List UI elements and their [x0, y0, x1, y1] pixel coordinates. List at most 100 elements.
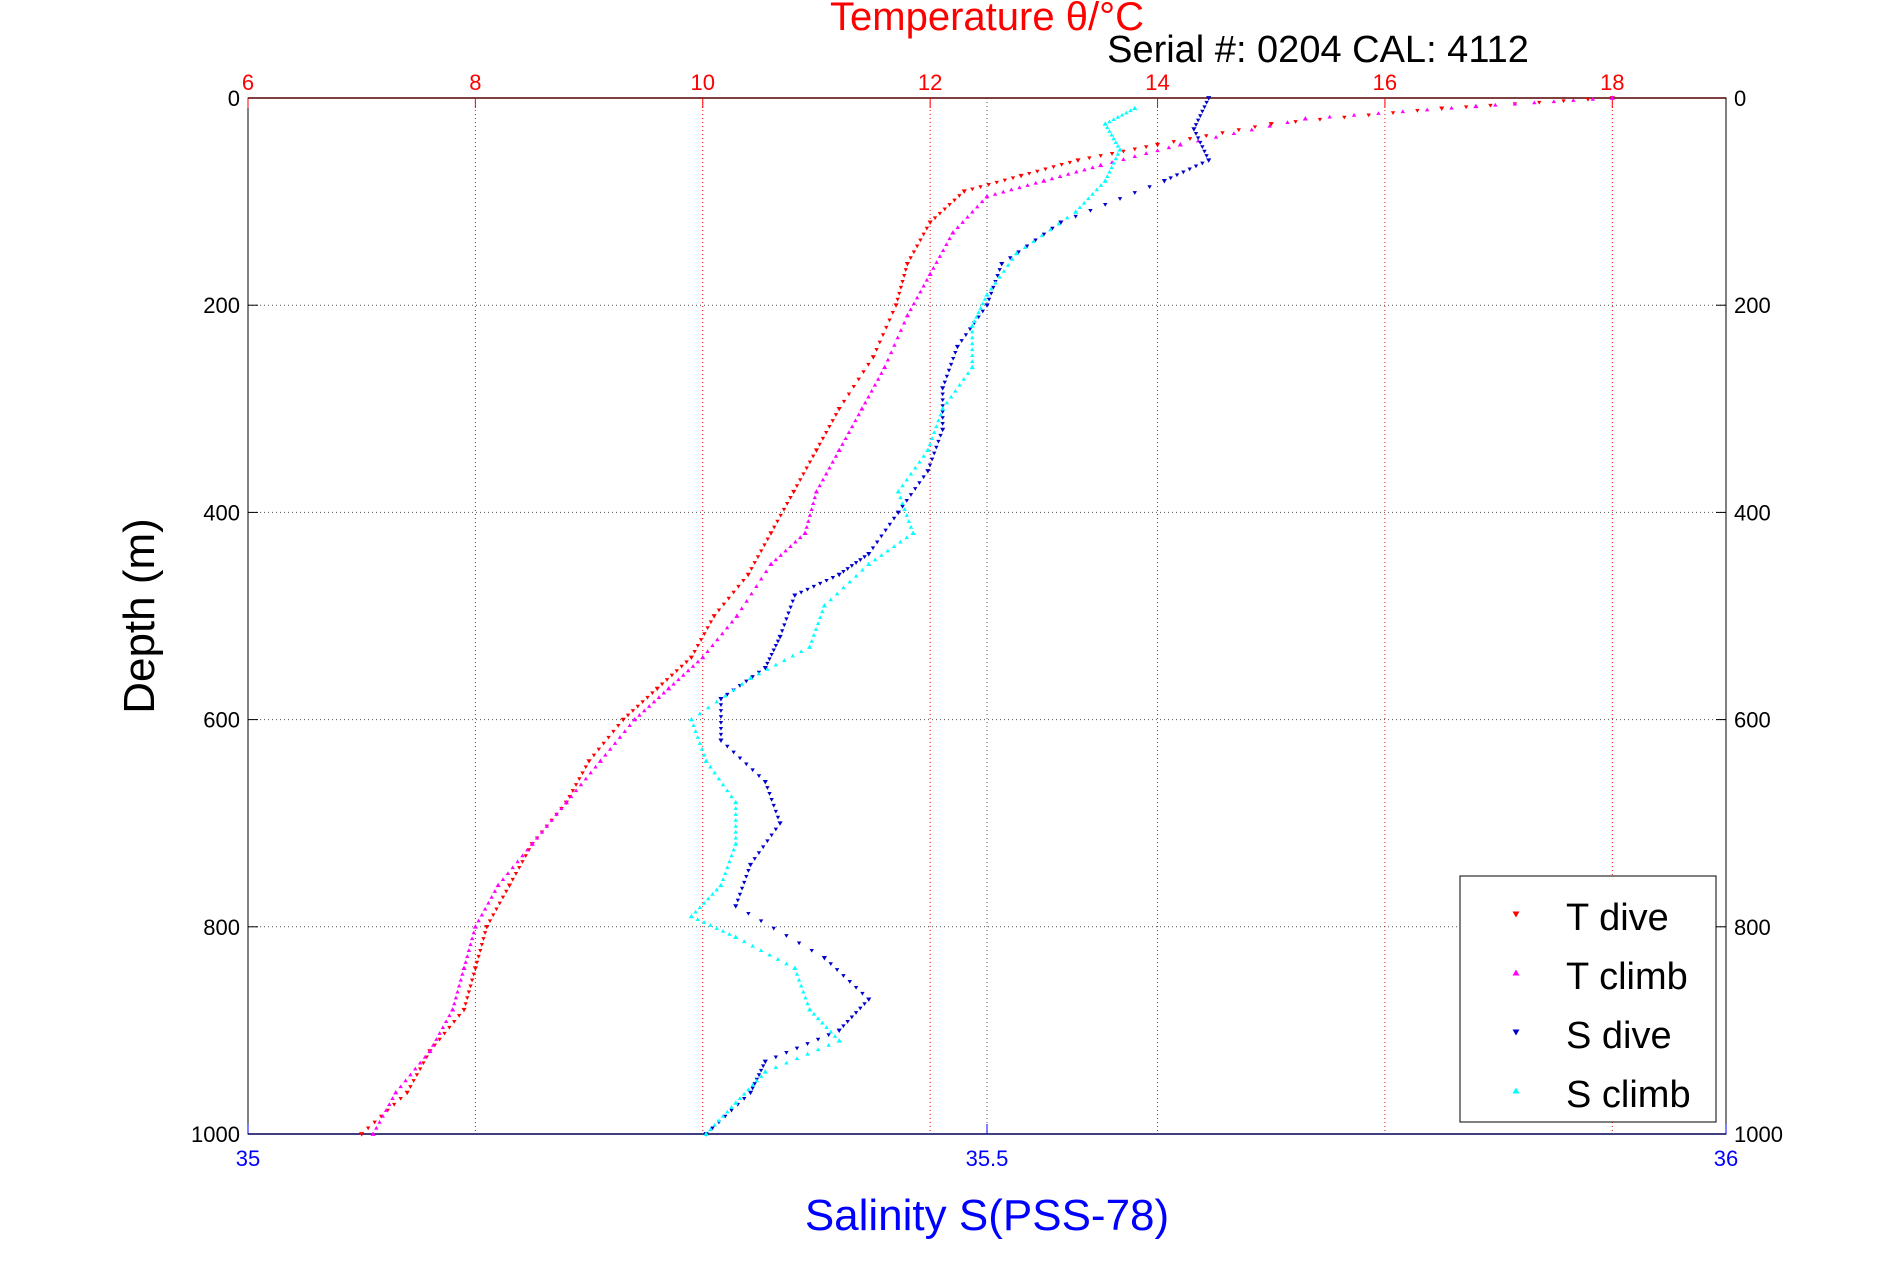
data-point-interp	[520, 860, 525, 864]
data-point-interp	[474, 960, 480, 965]
data-point	[718, 738, 724, 743]
data-point-interp	[714, 887, 719, 892]
data-point-interp	[1187, 167, 1192, 172]
data-point-interp	[617, 735, 623, 739]
data-point-interp	[927, 463, 933, 468]
data-point-interp	[607, 747, 613, 751]
data-point-interp	[681, 673, 686, 677]
data-point-interp	[699, 747, 705, 751]
data-point-interp	[1115, 152, 1121, 156]
data-point-interp	[788, 605, 793, 610]
data-point-interp	[737, 892, 743, 897]
data-point	[688, 655, 694, 661]
data-point-interp	[1220, 131, 1225, 135]
data-point-interp	[963, 333, 969, 337]
data-point-interp	[1351, 112, 1357, 117]
data-point-interp	[875, 540, 880, 545]
data-point-interp	[967, 327, 973, 332]
data-point-interp	[650, 691, 655, 696]
data-point-interp	[701, 920, 707, 924]
data-point-interp	[697, 741, 703, 745]
data-point-interp	[1119, 112, 1125, 117]
data-point-interp	[809, 638, 814, 643]
data-point-interp	[698, 638, 704, 642]
data-point-interp	[951, 356, 956, 361]
data-point-interp	[804, 466, 809, 471]
data-point	[620, 717, 626, 723]
data-point	[1302, 116, 1308, 121]
data-point-interp	[858, 1006, 863, 1011]
data-point-interp	[817, 615, 823, 620]
data-point-interp	[706, 705, 711, 710]
data-point	[1191, 127, 1197, 132]
data-point-interp	[763, 569, 769, 574]
data-point-interp	[1124, 110, 1129, 115]
data-point-interp	[798, 983, 804, 988]
data-point-interp	[469, 978, 475, 983]
data-point-interp	[993, 280, 998, 285]
data-point-interp	[744, 762, 749, 767]
data-point-interp	[759, 576, 764, 581]
data-point-interp	[510, 877, 515, 882]
data-point-interp	[903, 268, 908, 272]
data-point-interp	[606, 735, 611, 740]
data-point-interp	[1512, 101, 1518, 106]
data-point-interp	[849, 424, 855, 429]
data-point-interp	[1166, 145, 1172, 150]
data-point-interp	[756, 851, 762, 855]
data-point-interp	[860, 991, 865, 996]
data-point-interp	[841, 1024, 846, 1029]
data-point	[688, 717, 694, 722]
series-s-dive	[703, 96, 1212, 1137]
data-point-interp	[824, 1025, 829, 1029]
data-point	[734, 613, 740, 618]
data-point-interp	[1074, 169, 1079, 174]
data-point-interp	[725, 788, 730, 793]
data-point-interp	[828, 962, 833, 966]
data-point-interp	[853, 573, 859, 578]
data-point-interp	[913, 487, 918, 491]
data-point-interp	[744, 874, 749, 879]
data-point	[768, 561, 774, 567]
data-point-interp	[861, 370, 866, 374]
data-point	[733, 799, 739, 805]
data-point-interp	[1109, 132, 1114, 137]
data-point	[484, 924, 490, 930]
data-point-interp	[890, 311, 895, 315]
data-point-interp	[942, 380, 947, 385]
data-point-interp	[1128, 108, 1133, 113]
data-point-interp	[940, 410, 945, 414]
data-point-interp	[733, 823, 738, 828]
data-point-interp	[1117, 197, 1123, 201]
data-point-interp	[733, 835, 738, 840]
data-point-interp	[767, 952, 772, 957]
data-point-interp	[970, 341, 975, 346]
data-point-interp	[515, 859, 520, 864]
data-point-interp	[798, 590, 804, 595]
data-point	[1102, 121, 1108, 126]
data-point-interp	[754, 1078, 760, 1083]
data-point-interp	[408, 1085, 413, 1089]
data-point-interp	[978, 305, 983, 310]
data-point-interp	[583, 776, 589, 781]
data-point-interp	[942, 207, 947, 212]
data-point-interp	[888, 350, 894, 355]
data-point-interp	[1193, 123, 1199, 127]
data-point-interp	[487, 919, 493, 924]
data-point-interp	[741, 939, 747, 944]
data-point-interp	[417, 1060, 423, 1065]
data-point-interp	[611, 729, 616, 734]
data-point-interp	[872, 382, 878, 387]
data-point-interp	[1115, 115, 1121, 119]
data-point-interp	[664, 678, 670, 682]
data-point-interp	[906, 519, 912, 523]
data-point-interp	[806, 519, 811, 523]
data-point-interp	[788, 496, 793, 500]
data-point	[1117, 147, 1123, 152]
data-point-interp	[434, 1037, 439, 1041]
data-point-interp	[938, 433, 943, 438]
data-point-interp	[458, 977, 463, 982]
data-point-interp	[957, 194, 962, 198]
data-point-interp	[917, 481, 922, 485]
data-point-interp	[917, 459, 922, 464]
